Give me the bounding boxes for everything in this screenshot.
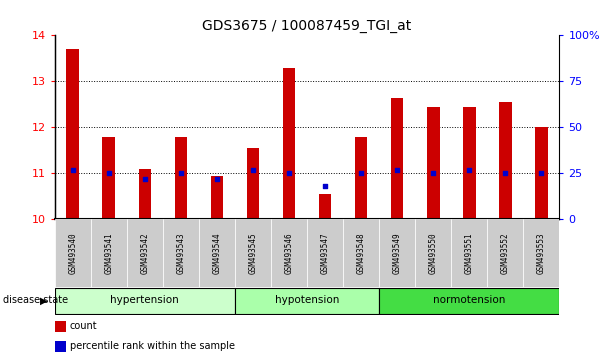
Point <box>248 167 258 173</box>
Bar <box>343 219 379 287</box>
Point <box>140 176 150 182</box>
Bar <box>487 219 523 287</box>
Text: GSM493547: GSM493547 <box>320 232 330 274</box>
Text: GSM493542: GSM493542 <box>140 232 150 274</box>
Point <box>392 167 402 173</box>
Bar <box>247 148 259 219</box>
Bar <box>451 219 487 287</box>
Bar <box>535 127 548 219</box>
Bar <box>271 219 307 287</box>
Bar <box>210 176 223 219</box>
Text: GSM493541: GSM493541 <box>105 232 113 274</box>
Bar <box>127 219 163 287</box>
Text: percentile rank within the sample: percentile rank within the sample <box>70 341 235 352</box>
Bar <box>355 137 367 219</box>
Bar <box>199 219 235 287</box>
Bar <box>319 194 331 219</box>
Bar <box>415 219 451 287</box>
Text: GSM493548: GSM493548 <box>357 232 365 274</box>
Point <box>320 183 330 189</box>
Text: GSM493549: GSM493549 <box>393 232 402 274</box>
Text: GSM493553: GSM493553 <box>537 232 546 274</box>
Bar <box>523 219 559 287</box>
Point <box>284 171 294 176</box>
Title: GDS3675 / 100087459_TGI_at: GDS3675 / 100087459_TGI_at <box>202 19 412 33</box>
Point <box>500 171 510 176</box>
Point <box>356 171 366 176</box>
Text: GSM493551: GSM493551 <box>465 232 474 274</box>
Text: ▶: ▶ <box>40 295 47 306</box>
Text: GSM493546: GSM493546 <box>285 232 294 274</box>
Bar <box>55 341 66 352</box>
Point <box>536 171 546 176</box>
Bar <box>235 219 271 287</box>
Point <box>465 167 474 173</box>
Text: hypertension: hypertension <box>111 295 179 306</box>
Text: GSM493550: GSM493550 <box>429 232 438 274</box>
Bar <box>499 102 511 219</box>
Bar <box>91 219 127 287</box>
Text: normotension: normotension <box>433 295 505 306</box>
Text: GSM493543: GSM493543 <box>176 232 185 274</box>
Bar <box>139 169 151 219</box>
Point <box>104 171 114 176</box>
Text: GSM493552: GSM493552 <box>501 232 510 274</box>
Bar <box>235 288 379 314</box>
Bar <box>163 219 199 287</box>
Bar <box>66 49 79 219</box>
Point <box>68 167 78 173</box>
Bar <box>174 137 187 219</box>
Bar <box>55 288 235 314</box>
Point <box>212 176 222 182</box>
Bar <box>379 288 559 314</box>
Bar <box>463 107 475 219</box>
Text: GSM493545: GSM493545 <box>249 232 257 274</box>
Bar <box>55 321 66 332</box>
Text: GSM493540: GSM493540 <box>68 232 77 274</box>
Text: GSM493544: GSM493544 <box>212 232 221 274</box>
Point <box>176 171 185 176</box>
Bar <box>427 107 440 219</box>
Point <box>428 171 438 176</box>
Bar <box>307 219 343 287</box>
Text: disease state: disease state <box>3 295 68 306</box>
Text: count: count <box>70 321 97 331</box>
Bar <box>283 68 295 219</box>
Bar <box>103 137 115 219</box>
Bar <box>379 219 415 287</box>
Bar <box>55 219 91 287</box>
Bar <box>391 97 404 219</box>
Text: hypotension: hypotension <box>275 295 339 306</box>
